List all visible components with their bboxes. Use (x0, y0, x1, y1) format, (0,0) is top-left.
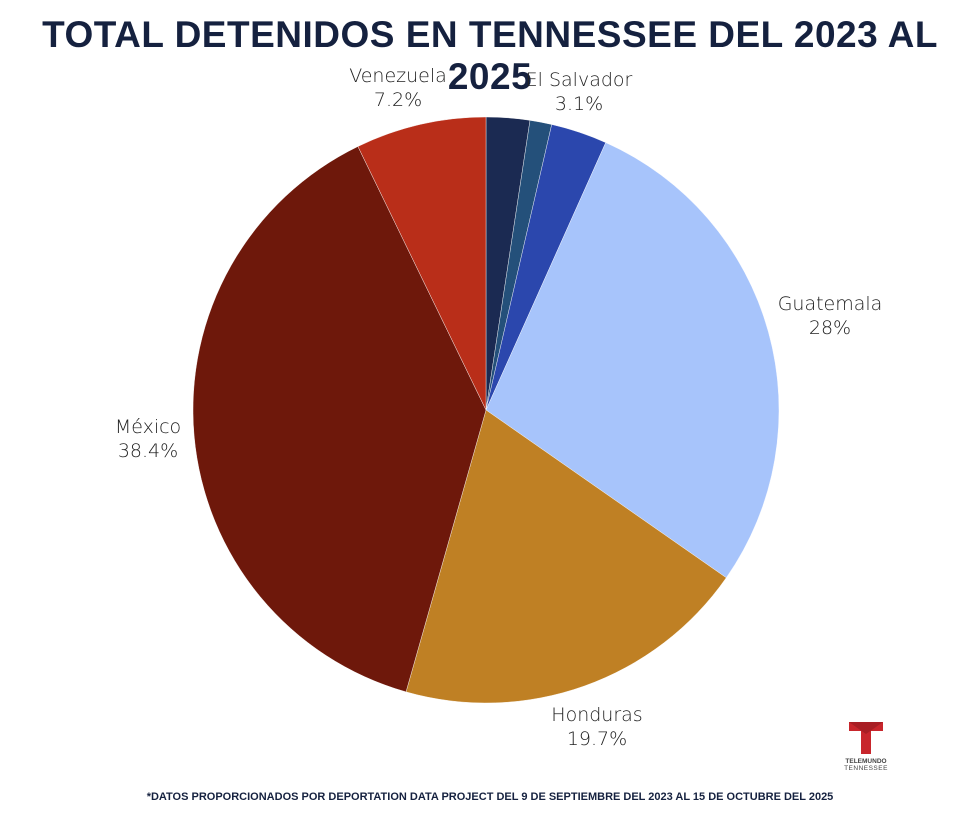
slice-value-label: 19.7% (567, 728, 627, 750)
slice-name-label: Guatemala (778, 293, 883, 315)
slice-name-label: El Salvador (526, 69, 633, 91)
slice-value-label: 7.2% (374, 89, 422, 111)
telemundo-logo: TELEMUNDO TENNESSEE (838, 722, 894, 772)
slice-value-label: 3.1% (555, 93, 603, 115)
footnote: *DATOS PROPORCIONADOS POR DEPORTATION DA… (146, 791, 834, 803)
slice-value-label: 38.4% (118, 440, 178, 462)
pie-slice-guatemala (485, 142, 780, 579)
slice-name-label: Venezuela (349, 65, 447, 87)
pie-slice-méxico (192, 146, 487, 693)
slice-name-label: México (115, 416, 181, 438)
pie-slice-honduras (405, 409, 727, 704)
pie-slice-venezuela (357, 116, 487, 411)
slice-value-label: 28% (809, 317, 851, 339)
logo-line1: TELEMUNDO (845, 758, 887, 765)
logo-line2: TENNESSEE (844, 765, 888, 772)
telemundo-t-icon (849, 722, 883, 754)
chart-title: TOTAL DETENIDOS EN TENNESSEE DEL 2023 AL… (42, 14, 938, 97)
slice-name-label: Honduras (551, 704, 642, 726)
